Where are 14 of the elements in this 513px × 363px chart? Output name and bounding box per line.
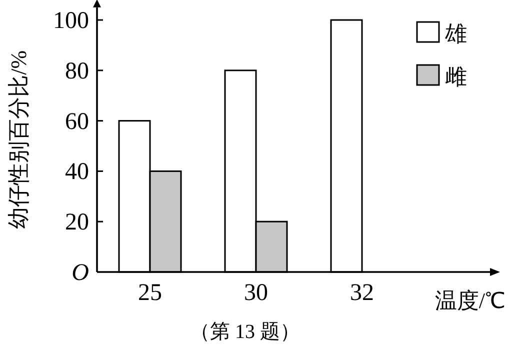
legend-label: 雌 xyxy=(445,64,467,89)
y-tick-label: O xyxy=(72,260,89,286)
y-tick-label: 40 xyxy=(65,159,89,186)
y-tick-label: 80 xyxy=(65,58,89,84)
x-tick-label: 25 xyxy=(138,280,162,306)
x-axis-title: 温度/℃ xyxy=(434,288,505,313)
y-tick-label: 60 xyxy=(65,108,89,135)
y-axis-title: 幼仔性别百分比/% xyxy=(6,50,31,229)
legend-label: 雄 xyxy=(444,21,467,46)
y-tick-label: 20 xyxy=(65,210,89,236)
y-tick-label: 100 xyxy=(53,8,89,34)
x-tick-label: 32 xyxy=(350,280,374,306)
text: （第 13 题） xyxy=(190,321,300,343)
x-tick-label: 30 xyxy=(244,280,268,306)
